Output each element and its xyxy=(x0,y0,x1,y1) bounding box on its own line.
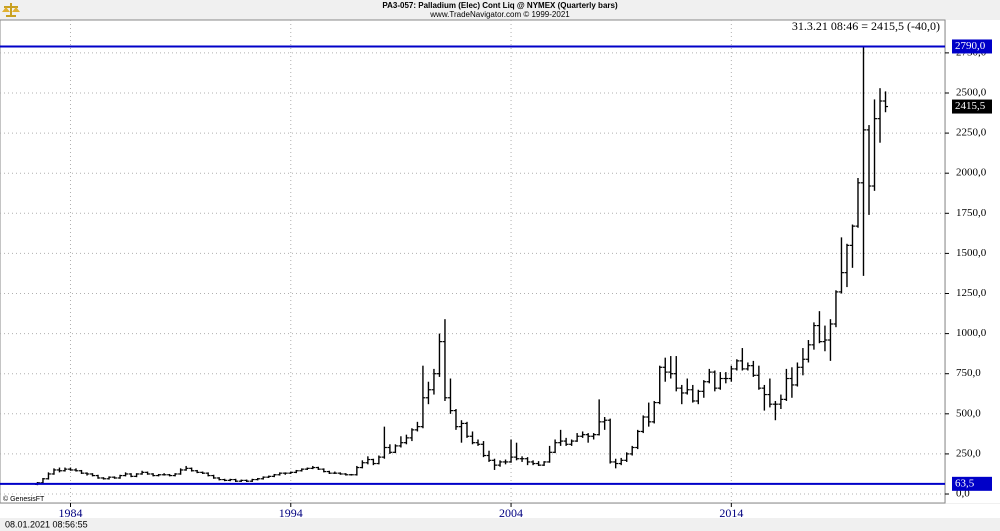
level-label-box xyxy=(952,476,992,491)
last-price-box xyxy=(952,99,992,114)
last-price-label: 2415,5 xyxy=(955,100,986,112)
y-tick-label: 750,0 xyxy=(956,367,981,379)
timestamp: 08.01.2021 08:56:55 xyxy=(5,519,88,529)
y-tick-label: 250,0 xyxy=(956,447,981,459)
y-tick-label: 2250,0 xyxy=(956,127,987,139)
y-tick-label: 1750,0 xyxy=(956,207,987,219)
x-tick-label: 1994 xyxy=(279,506,303,520)
y-tick-label: 2500,0 xyxy=(956,87,987,99)
quote: 31.3.21 08:46 = 2415,5 (-40,0) xyxy=(792,19,940,33)
source: © GenesisFT xyxy=(3,495,45,503)
x-axis-area xyxy=(0,504,1000,518)
x-tick-label: 1984 xyxy=(58,506,82,520)
plot-area xyxy=(0,19,946,504)
chart-title: PA3-057: Palladium (Elec) Cont Liq @ NYM… xyxy=(382,1,618,10)
level-label: 63,5 xyxy=(955,477,975,489)
y-tick-label: 2000,0 xyxy=(956,167,987,179)
y-tick-label: 1250,0 xyxy=(956,287,987,299)
x-tick-label: 2004 xyxy=(499,506,523,520)
y-tick-label: 500,0 xyxy=(956,407,981,419)
chart-subtitle: www.TradeNavigator.com © 1999-2021 xyxy=(429,10,570,19)
level-label: 2790,0 xyxy=(955,40,986,52)
logo xyxy=(2,3,20,17)
x-tick-label: 2014 xyxy=(719,506,743,520)
level-label-box xyxy=(952,39,992,54)
y-tick-label: 1500,0 xyxy=(956,247,987,259)
y-tick-label: 1000,0 xyxy=(956,327,987,339)
